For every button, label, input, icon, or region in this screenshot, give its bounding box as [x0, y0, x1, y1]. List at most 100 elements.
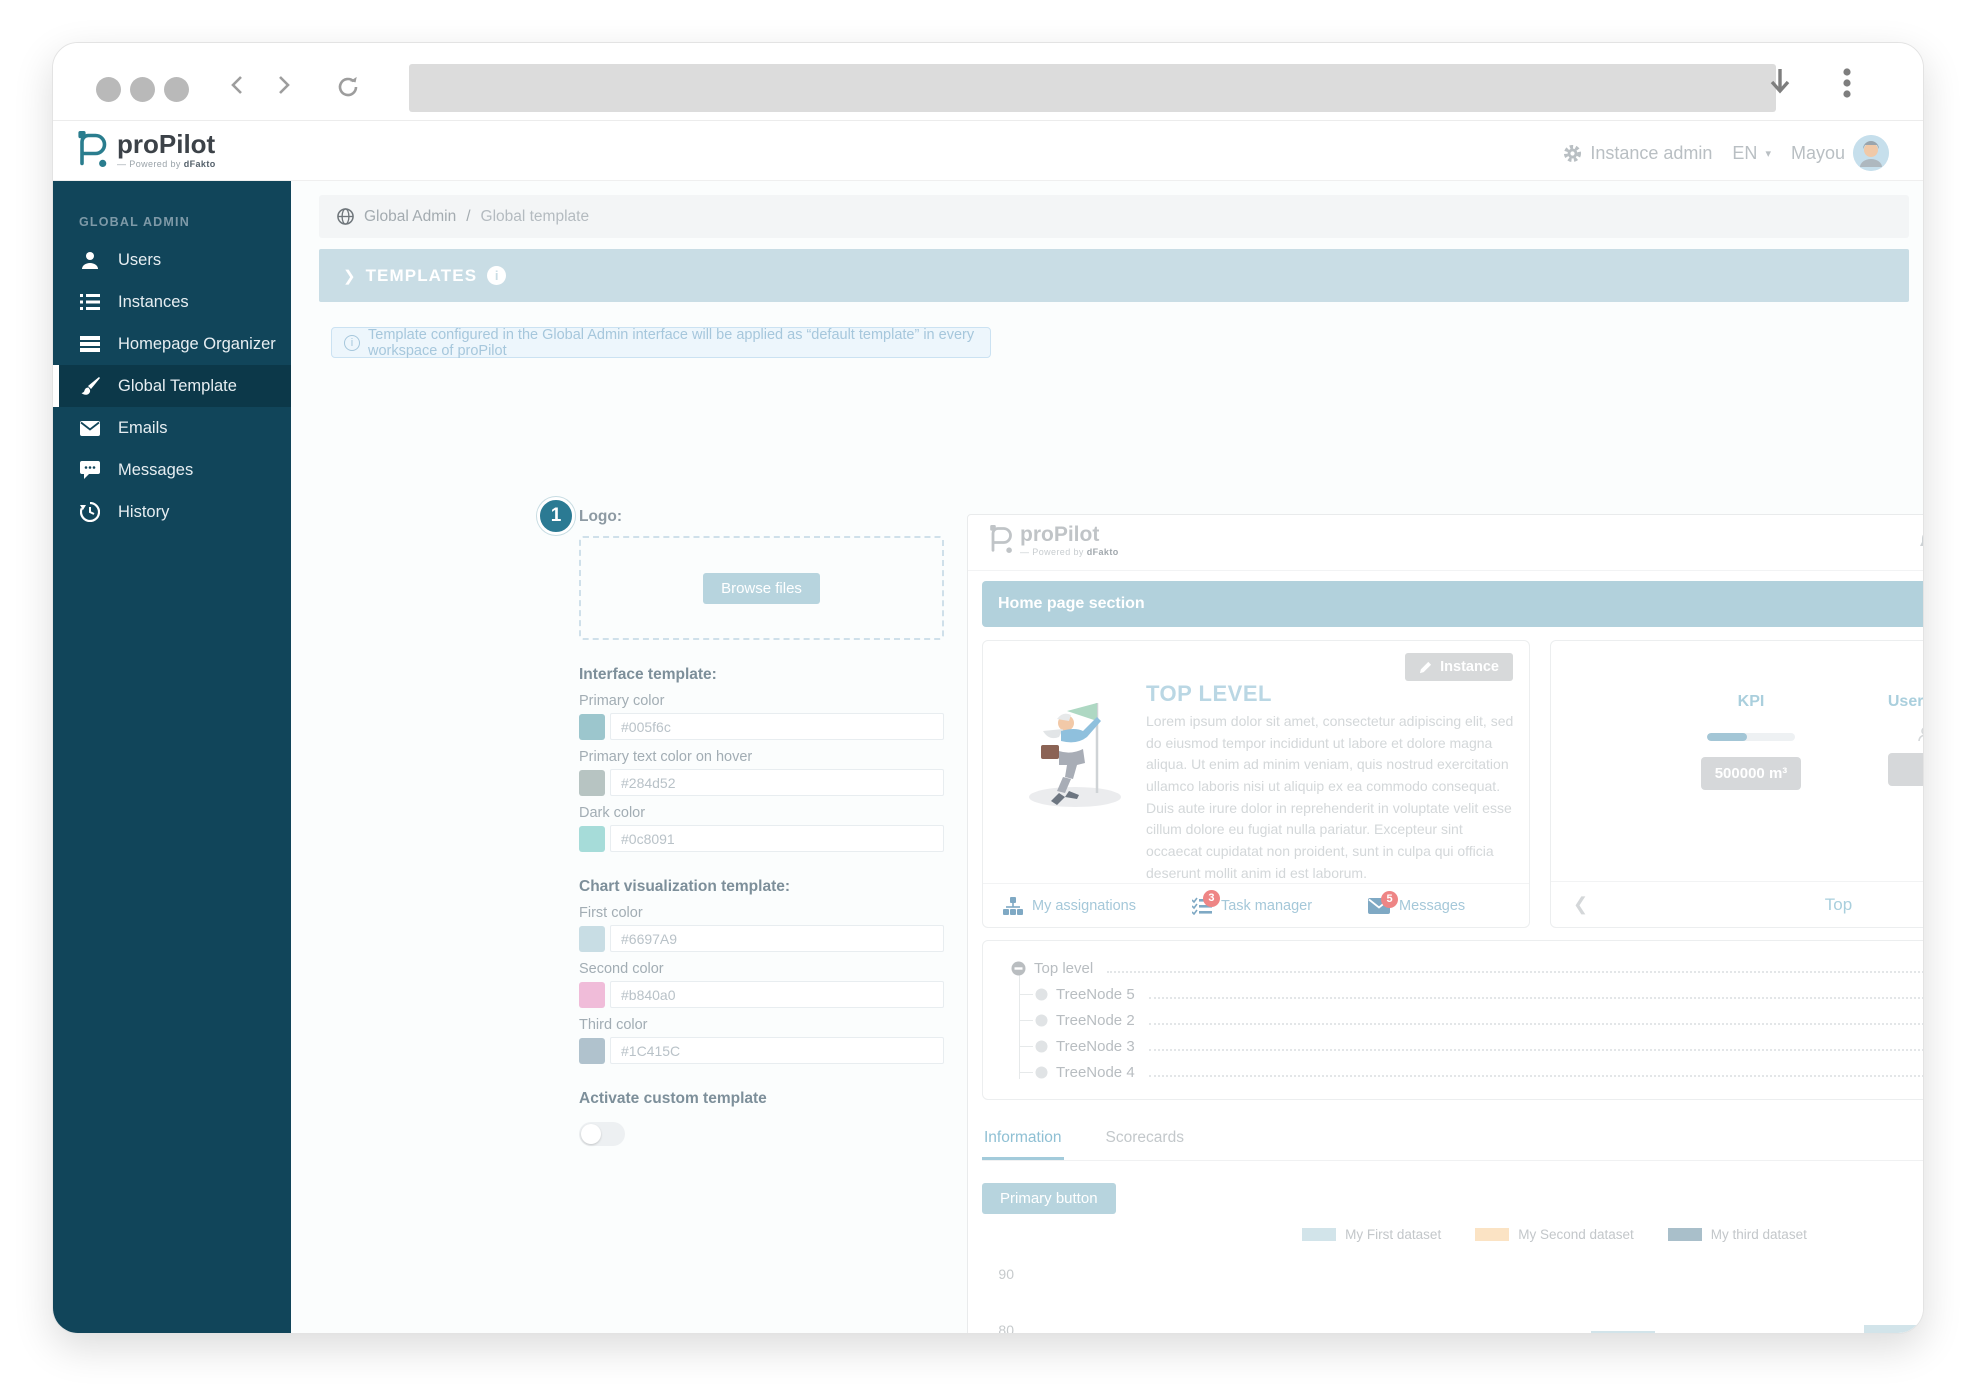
color-input-second[interactable]: [610, 981, 944, 1008]
window-dot-2[interactable]: [130, 77, 155, 102]
app-logo[interactable]: proPilot — Powered by dFakto: [73, 129, 216, 169]
template-preview-panel: proPilot — Powered by dFakto 5: [967, 514, 1924, 1333]
dotted-leader: [1148, 1015, 1923, 1025]
color-swatch[interactable]: [579, 769, 605, 796]
logo-label: Logo:: [579, 508, 623, 525]
color-input-third[interactable]: [610, 1037, 944, 1064]
color-swatch[interactable]: [579, 713, 605, 740]
notifications-button[interactable]: 5: [1918, 530, 1923, 552]
sidebar-section-label: GLOBAL ADMIN: [79, 215, 190, 229]
sidebar-item-emails[interactable]: Emails: [53, 407, 291, 449]
sidebar-item-instances[interactable]: Instances: [53, 281, 291, 323]
primary-button[interactable]: Primary button: [982, 1183, 1116, 1214]
node-dot-icon: [1035, 1040, 1048, 1053]
tree-root-row: Top level Open: [1011, 955, 1923, 981]
breadcrumb-separator: /: [466, 207, 471, 225]
forward-button[interactable]: [272, 74, 294, 96]
color-input-dark[interactable]: [610, 825, 944, 852]
color-swatch[interactable]: [579, 1037, 605, 1064]
user-name: Mayou: [1790, 142, 1845, 163]
color-swatch[interactable]: [579, 825, 605, 852]
step-annotation-badge: 1: [537, 497, 575, 535]
field-label: Third color: [579, 1017, 648, 1033]
url-bar[interactable]: [409, 64, 1776, 112]
templates-section-header[interactable]: ❯ TEMPLATES i: [319, 249, 1909, 302]
browser-menu-button[interactable]: [1843, 67, 1851, 99]
interface-template-title: Interface template:: [579, 666, 717, 683]
chart-template-title: Chart visualization template:: [579, 878, 791, 895]
breadcrumb-root[interactable]: Global Admin: [364, 207, 457, 225]
color-field-dark: Dark color: [579, 805, 944, 852]
activate-template-label: Activate custom template: [579, 1090, 767, 1107]
color-swatch[interactable]: [579, 981, 605, 1008]
sidebar-item-label: Users: [118, 250, 162, 269]
collapse-icon[interactable]: [1011, 961, 1026, 976]
tab-information[interactable]: Information: [982, 1125, 1064, 1160]
avatar-illustration-icon: [1853, 135, 1889, 171]
dotted-leader: [1107, 963, 1923, 973]
top-level-card: Instance: [982, 640, 1530, 928]
preview-powered-by: — Powered by dFakto: [1020, 547, 1119, 557]
legend-item: My third dataset: [1667, 1227, 1807, 1242]
color-input-primary-hover[interactable]: [610, 769, 944, 796]
chart-legend: My First dataset My Second dataset My th…: [982, 1227, 1923, 1242]
language-selector[interactable]: EN ▾: [1732, 142, 1771, 163]
sidebar-item-global-template[interactable]: Global Template: [53, 365, 291, 407]
refresh-button[interactable]: [335, 74, 361, 100]
download-icon: [1770, 69, 1790, 94]
messages-link[interactable]: 5 Messages: [1368, 890, 1465, 914]
sidebar-item-homepage-organizer[interactable]: Homepage Organizer: [53, 323, 291, 365]
color-field-primary-hover: Primary text color on hover: [579, 749, 944, 796]
tab-scorecards[interactable]: Scorecards: [1105, 1129, 1184, 1146]
info-banner: i Template configured in the Global Admi…: [331, 326, 991, 359]
color-field-first: First color: [579, 905, 944, 952]
color-swatch[interactable]: [579, 925, 605, 952]
task-manager-link[interactable]: 3 Task manager: [1191, 889, 1312, 915]
color-field-third: Third color: [579, 1017, 944, 1064]
sidebar-item-history[interactable]: History: [53, 491, 291, 533]
download-button[interactable]: [1767, 67, 1793, 97]
bar: [1864, 1325, 1923, 1333]
messages-badge: 5: [1381, 890, 1399, 908]
pager-title: Top: [1824, 894, 1853, 914]
field-label: Second color: [579, 961, 664, 977]
info-icon[interactable]: i: [487, 266, 507, 285]
user-menu[interactable]: Mayou: [1791, 135, 1889, 171]
field-label: First color: [579, 905, 643, 921]
instance-admin-label: Instance admin: [1590, 142, 1713, 163]
kpi-card: KPI 500000 m³ User Count 1: [1550, 640, 1924, 928]
window-dot-3[interactable]: [164, 77, 189, 102]
tree-node-label: TreeNode 3: [1056, 1037, 1135, 1055]
window-dot-1[interactable]: [96, 77, 121, 102]
illustration-person-flag: [1023, 689, 1135, 809]
activate-template-toggle[interactable]: [579, 1122, 625, 1146]
refresh-icon: [338, 76, 358, 97]
app-header: proPilot — Powered by dFakto Instance ad…: [53, 121, 1923, 181]
user-count-label: User Count: [1887, 693, 1924, 710]
node-dot-icon: [1035, 1014, 1048, 1027]
legend-label: My First dataset: [1345, 1227, 1442, 1242]
globe-icon[interactable]: [337, 208, 354, 225]
user-avatar[interactable]: [1853, 135, 1889, 171]
sidebar-item-users[interactable]: Users: [53, 239, 291, 281]
info-banner-text: Template configured in the Global Admin …: [368, 326, 975, 359]
home-page-section-bar[interactable]: Home page section: [982, 581, 1923, 627]
instance-admin-button[interactable]: Instance admin: [1563, 143, 1712, 164]
back-button[interactable]: [227, 74, 249, 96]
color-input-first[interactable]: [610, 925, 944, 952]
my-assignations-link[interactable]: My assignations: [1003, 896, 1136, 915]
logo-dropzone[interactable]: Browse files: [579, 536, 944, 640]
tree-node-row: TreeNode 4 Open: [1011, 1059, 1923, 1085]
kpi-block: KPI 500000 m³: [1681, 693, 1821, 790]
forward-icon: [279, 76, 290, 94]
instance-badge[interactable]: Instance: [1405, 653, 1513, 681]
sidebar-item-label: Homepage Organizer: [118, 334, 276, 353]
color-field-primary: Primary color: [579, 693, 944, 740]
preview-brand-name: proPilot: [1020, 523, 1100, 546]
sidebar-item-messages[interactable]: Messages: [53, 449, 291, 491]
pager-prev-icon[interactable]: ❮: [1573, 894, 1589, 914]
color-input-primary[interactable]: [610, 713, 944, 740]
browse-files-button[interactable]: Browse files: [703, 572, 820, 604]
gear-icon: [1564, 144, 1582, 162]
